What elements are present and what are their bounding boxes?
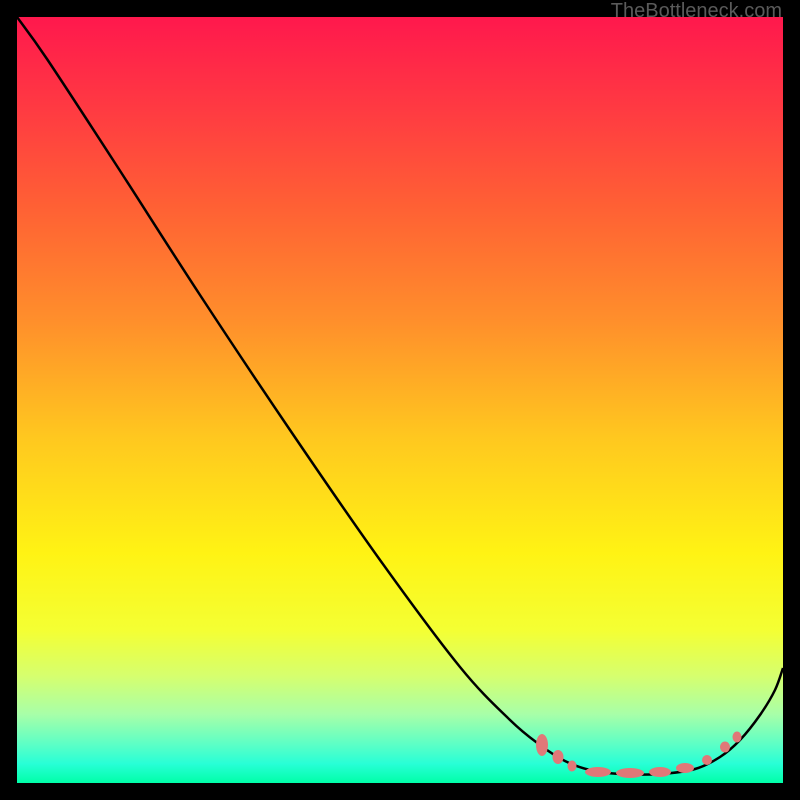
bottleneck-chart	[17, 17, 783, 783]
curve-marker	[536, 734, 548, 756]
frame-bottom	[0, 783, 800, 800]
curve-marker	[720, 742, 730, 753]
curve-marker	[733, 732, 742, 743]
curve-marker	[702, 755, 712, 765]
curve-marker	[676, 763, 694, 773]
curve-marker	[568, 761, 577, 772]
chart-container: TheBottleneck.com	[0, 0, 800, 800]
gradient-background	[17, 17, 783, 783]
curve-marker	[585, 767, 611, 777]
curve-marker	[649, 767, 671, 777]
curve-marker	[616, 768, 644, 778]
frame-right	[783, 0, 800, 800]
watermark-text: TheBottleneck.com	[611, 0, 782, 23]
frame-left	[0, 0, 17, 800]
curve-marker	[553, 750, 564, 764]
